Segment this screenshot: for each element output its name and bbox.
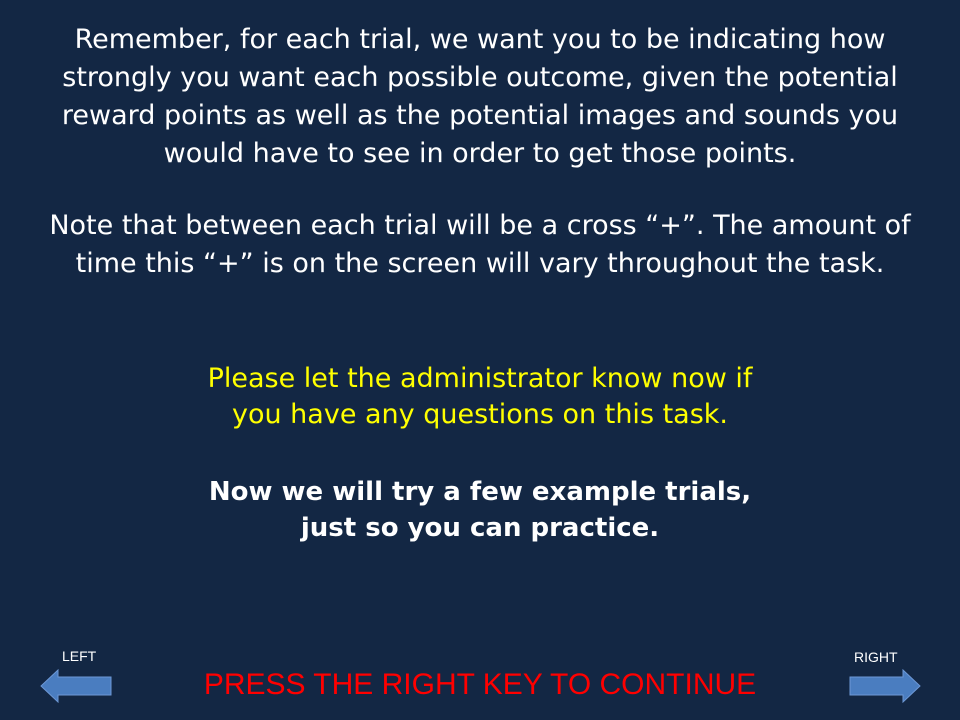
instruction-line: reward points as well as the potential i…: [61, 100, 899, 131]
practice-line: Now we will try a few example trials,: [208, 477, 752, 507]
left-arrow-icon[interactable]: [40, 669, 112, 703]
notice-line: Please let the administrator know now if: [207, 363, 753, 394]
instruction-line: strongly you want each possible outcome,…: [62, 62, 898, 93]
practice-note: Now we will try a few example trials, ju…: [80, 474, 880, 546]
continue-prompt: PRESS THE RIGHT KEY TO CONTINUE: [203, 668, 757, 701]
notice-line: you have any questions on this task.: [231, 399, 729, 430]
left-key-label: LEFT: [62, 648, 97, 664]
instruction-line: would have to see in order to get those …: [163, 138, 797, 169]
right-key-label: RIGHT: [854, 649, 898, 665]
practice-line: just so you can practice.: [300, 513, 660, 543]
instruction-line: Remember, for each trial, we want you to…: [74, 24, 886, 55]
instruction-line: Note that between each trial will be a c…: [49, 210, 911, 241]
administrator-notice: Please let the administrator know now if…: [80, 361, 880, 433]
instruction-line: time this “+” is on the screen will vary…: [75, 248, 885, 279]
instruction-paragraph-outcomes: Remember, for each trial, we want you to…: [20, 21, 940, 173]
instruction-paragraph-cross: Note that between each trial will be a c…: [20, 207, 940, 283]
right-arrow-icon[interactable]: [849, 669, 921, 703]
